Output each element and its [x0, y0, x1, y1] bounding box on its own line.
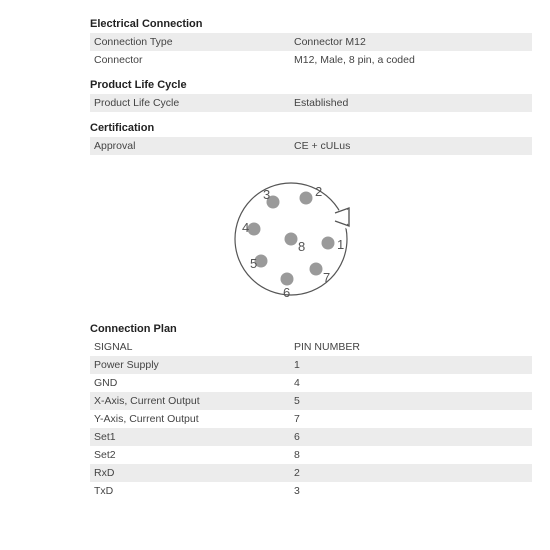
spec-row: Product Life Cycle Established: [90, 94, 532, 112]
svg-text:2: 2: [315, 184, 322, 199]
plan-pin: 2: [294, 467, 528, 479]
spec-val: M12, Male, 8 pin, a coded: [294, 54, 528, 66]
plan-rows: Power Supply1GND4X-Axis, Current Output5…: [90, 356, 532, 500]
svg-text:8: 8: [298, 239, 305, 254]
plan-signal: Y-Axis, Current Output: [94, 413, 294, 425]
plan-signal: X-Axis, Current Output: [94, 395, 294, 407]
plan-row: TxD3: [90, 482, 532, 500]
spec-row: Approval CE + cULus: [90, 137, 532, 155]
plan-signal: Set1: [94, 431, 294, 443]
plan-row: Set16: [90, 428, 532, 446]
plan-row: Set28: [90, 446, 532, 464]
svg-text:5: 5: [250, 256, 257, 271]
plan-signal: RxD: [94, 467, 294, 479]
svg-text:6: 6: [283, 285, 290, 300]
plan-pin: 6: [294, 431, 528, 443]
pin-diagram-svg: 1 2 3 4 5 6 7 8: [211, 169, 371, 309]
spec-row: Connector M12, Male, 8 pin, a coded: [90, 51, 532, 69]
plan-row: RxD2: [90, 464, 532, 482]
plan-signal: Set2: [94, 449, 294, 461]
connector-pin-diagram: 1 2 3 4 5 6 7 8: [50, 169, 532, 309]
spec-val: CE + cULus: [294, 140, 528, 152]
plan-pin: 7: [294, 413, 528, 425]
spec-key: Connector: [94, 54, 294, 66]
plan-pin: 4: [294, 377, 528, 389]
section-heading-certification: Certification: [90, 122, 532, 134]
section-heading-electrical: Electrical Connection: [90, 18, 532, 30]
plan-signal: TxD: [94, 485, 294, 497]
plan-row: Y-Axis, Current Output7: [90, 410, 532, 428]
svg-text:1: 1: [337, 237, 344, 252]
section-heading-lifecycle: Product Life Cycle: [90, 79, 532, 91]
plan-row: Power Supply1: [90, 356, 532, 374]
svg-text:4: 4: [242, 220, 249, 235]
svg-text:3: 3: [263, 187, 270, 202]
spec-key: Connection Type: [94, 36, 294, 48]
plan-header-row: SIGNAL PIN NUMBER: [90, 338, 532, 356]
section-heading-plan: Connection Plan: [90, 323, 532, 335]
spec-val: Connector M12: [294, 36, 528, 48]
spec-val: Established: [294, 97, 528, 109]
plan-header-pin: PIN NUMBER: [294, 341, 528, 353]
plan-pin: 8: [294, 449, 528, 461]
plan-pin: 1: [294, 359, 528, 371]
svg-text:7: 7: [323, 270, 330, 285]
spec-key: Approval: [94, 140, 294, 152]
spec-row: Connection Type Connector M12: [90, 33, 532, 51]
plan-pin: 5: [294, 395, 528, 407]
plan-signal: Power Supply: [94, 359, 294, 371]
plan-header-signal: SIGNAL: [94, 341, 294, 353]
spec-key: Product Life Cycle: [94, 97, 294, 109]
plan-row: GND4: [90, 374, 532, 392]
plan-row: X-Axis, Current Output5: [90, 392, 532, 410]
plan-pin: 3: [294, 485, 528, 497]
plan-signal: GND: [94, 377, 294, 389]
